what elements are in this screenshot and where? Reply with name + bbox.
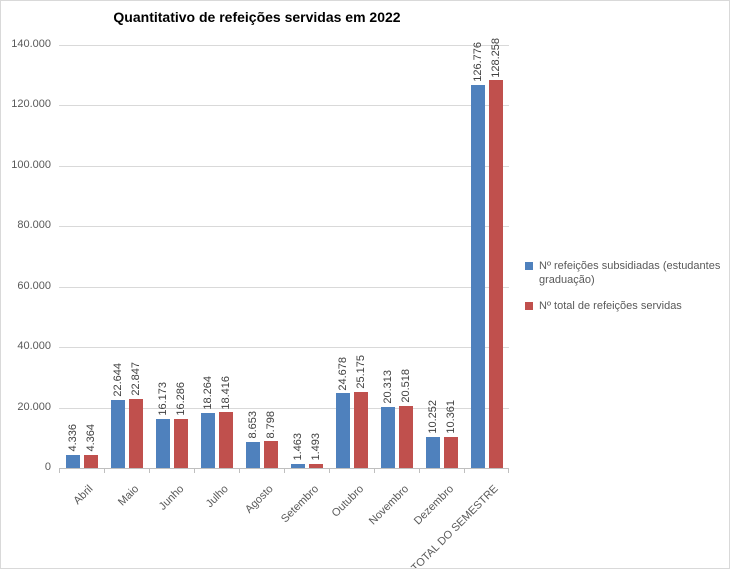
legend-label: Nº refeições subsidiadas (estudantes gra… (539, 260, 721, 286)
grid-line (59, 105, 509, 107)
x-axis-tick (419, 469, 420, 473)
x-category-label: TOTAL DO SEMESTRE (333, 479, 501, 568)
bar (218, 412, 233, 468)
bar-value-label: 4.364 (84, 424, 97, 452)
legend: Nº refeições subsidiadas (estudantes gra… (525, 259, 725, 313)
y-tick-label: 100.000 (11, 158, 51, 171)
x-axis-tick (239, 469, 240, 473)
bar (245, 441, 260, 468)
legend-label: Nº total de refeições servidas (539, 300, 682, 312)
bar-value-label: 20.518 (399, 369, 412, 404)
bar-value-label: 8.798 (264, 410, 277, 439)
legend-marker (525, 262, 533, 270)
bar-value-label: 128.258 (489, 37, 502, 78)
bar (110, 399, 125, 468)
x-axis-tick (284, 469, 285, 473)
bar (443, 436, 458, 468)
y-tick-label: 140.000 (11, 38, 51, 50)
legend-item: Nº refeições subsidiadas (estudantes gra… (525, 259, 725, 287)
x-category-label-text: TOTAL DO SEMESTRE (409, 483, 501, 569)
bar-value-label: 1.463 (291, 433, 304, 461)
bar-value-label: 18.264 (201, 376, 214, 410)
y-tick-label: 40.000 (17, 340, 51, 353)
chart-title: Quantitativo de refeições servidas em 20… (113, 9, 401, 25)
bar (173, 418, 188, 468)
x-axis-tick (374, 469, 375, 473)
grid-line (59, 347, 509, 349)
bar (335, 393, 350, 468)
bar-value-label: 20.313 (381, 369, 394, 404)
bar (353, 391, 368, 468)
x-axis-tick (59, 469, 60, 473)
y-tick-label: 20.000 (17, 400, 51, 413)
y-tick-label: 60.000 (17, 279, 51, 292)
bar-value-label: 4.336 (66, 424, 79, 452)
legend-marker (525, 302, 533, 310)
legend-item: Nº total de refeições servidas (525, 299, 725, 313)
bar-value-label: 22.847 (129, 362, 142, 396)
bar (308, 463, 323, 468)
plot-area: 4.336 4.364 22.644 22.847 16.173 16.286 18.264… (59, 38, 509, 473)
x-axis-tick (329, 469, 330, 473)
x-axis-tick (149, 469, 150, 473)
bar-value-label: 10.361 (444, 400, 457, 434)
x-axis-tick (104, 469, 105, 473)
bar-value-label: 126.776 (471, 42, 484, 82)
bar-value-label: 1.493 (309, 432, 322, 461)
bar-value-label: 16.286 (174, 382, 187, 416)
grid-line (59, 226, 509, 228)
grid-line (59, 45, 509, 46)
y-tick-label: 120.000 (11, 98, 51, 111)
x-axis-tick (464, 469, 465, 473)
bar (83, 454, 98, 468)
bar-value-label: 10.252 (426, 400, 439, 435)
grid-line (59, 165, 509, 167)
bar-value-label: 22.644 (111, 362, 124, 397)
bar (128, 398, 143, 468)
bar-value-label: 18.416 (219, 375, 232, 410)
bar-value-label: 25.175 (354, 355, 367, 389)
bar (155, 419, 170, 468)
bar (290, 463, 305, 468)
x-axis-tick (194, 469, 195, 473)
grid-line (59, 286, 509, 288)
bar-value-label: 16.173 (156, 382, 169, 417)
bar (398, 406, 413, 468)
bar (488, 80, 503, 468)
bar (263, 441, 278, 468)
y-tick-label: 80.000 (17, 219, 51, 232)
bar (470, 84, 485, 468)
grid-line (59, 407, 509, 409)
bar (380, 406, 395, 468)
bar (425, 437, 440, 468)
y-tick-label: 0 (44, 461, 51, 473)
bar (65, 454, 80, 468)
bar-value-label: 8.653 (246, 411, 259, 439)
bar-value-label: 24.678 (336, 356, 349, 391)
bar (200, 412, 215, 468)
x-axis-tick (508, 469, 509, 473)
